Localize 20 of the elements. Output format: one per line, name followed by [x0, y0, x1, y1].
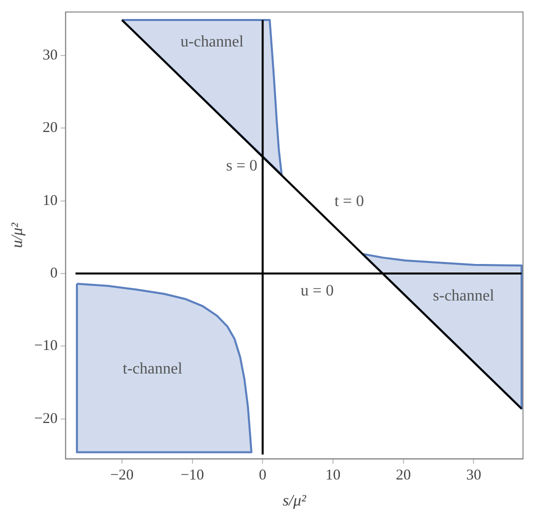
y-tick-label: 0 [50, 265, 58, 282]
y-axis-title: u/μ² [8, 222, 26, 248]
x-axis-title: s/μ² [282, 492, 308, 510]
x-tick-label: −20 [110, 468, 134, 484]
x-tick-label: 10 [326, 468, 341, 484]
y-tick-label: 10 [42, 192, 58, 209]
series-label: u = 0 [300, 282, 334, 300]
x-tick-label: 0 [258, 468, 266, 484]
y-tick-label: −10 [34, 338, 58, 354]
series-label: u-channel [180, 34, 244, 51]
y-tick-label: 20 [42, 120, 58, 136]
y-tick-label: −20 [34, 410, 58, 427]
series-label: t-channel [122, 360, 183, 378]
x-tick-label: 30 [466, 468, 482, 484]
x-tick-label: 20 [396, 468, 411, 484]
x-tick-label: −10 [180, 468, 204, 484]
y-tick-label: 30 [42, 48, 58, 64]
series-label: t = 0 [334, 193, 364, 210]
series-label: s = 0 [226, 157, 258, 174]
series-label: s-channel [432, 287, 495, 304]
